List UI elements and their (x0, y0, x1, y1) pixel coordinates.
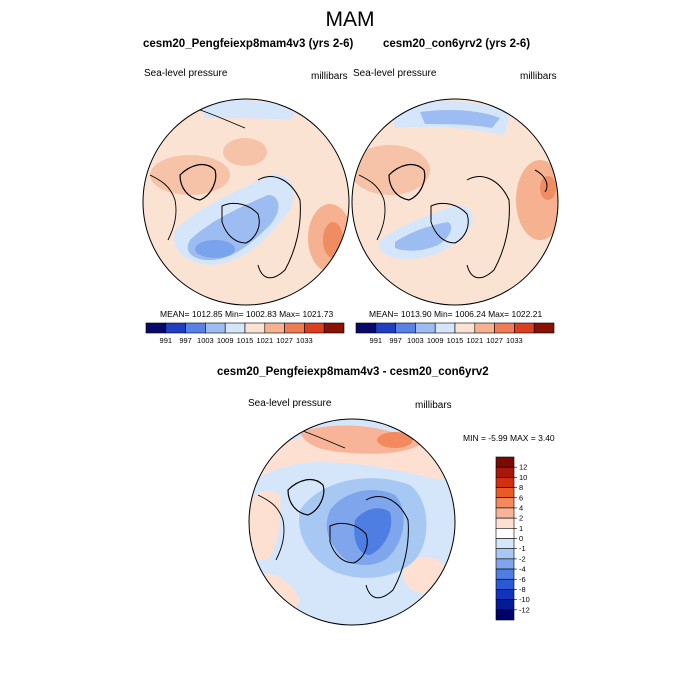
panel-2-colorbar-label: 997 (389, 336, 402, 345)
diff-coast-arctic (329, 522, 368, 564)
diff-colorbar-box (495, 609, 515, 621)
panel-2-colorbar-label: 1003 (407, 336, 424, 345)
diff-colorbar-label: -12 (519, 605, 530, 614)
panel-2-coast-greenland (388, 163, 426, 201)
panel-2-coast-america (358, 174, 386, 241)
diff-colorbar-label: -8 (519, 585, 526, 594)
panel-1-title: cesm20_Pengfeiexp8mam4v3 (yrs 2-6) (143, 38, 354, 50)
diff-colorbar-box (495, 599, 515, 611)
panel-1-colorbar-label: 1027 (276, 336, 293, 345)
panel-2-title: cesm20_con6yrv2 (yrs 2-6) (383, 38, 531, 50)
diff-colorbar-label: 12 (519, 463, 527, 472)
diff-minmax: MIN = -5.99 MAX = 3.40 (463, 433, 555, 443)
diff-colorbar-box (495, 538, 515, 549)
panel-2-low-north-core (420, 110, 500, 128)
diff-coast-greenland (287, 478, 325, 516)
panel-1-colorbar-label: 1003 (197, 336, 214, 345)
panel-2-colorbar-label: 1033 (506, 336, 523, 345)
panel-1-map-border (142, 98, 350, 306)
diff-coast-america (257, 494, 285, 561)
diff-colorbar-box (495, 487, 515, 499)
panel-1-stats: MEAN= 1012.85 Min= 1002.83 Max= 1021.73 (160, 309, 334, 319)
diff-colorbar-label: -10 (519, 595, 530, 604)
panel-1-coast-north (199, 109, 246, 129)
diff-colorbar-box (495, 466, 515, 478)
diff-colorbar-box (495, 548, 515, 560)
panel-2-high-west (352, 145, 430, 195)
diff-colorbar-box (495, 589, 515, 600)
diff-colorbar-box (495, 517, 515, 529)
panel-2-stats: MEAN= 1013.90 Min= 1006.24 Max= 1022.21 (369, 309, 543, 319)
panel-1-colorbar-label: 1021 (256, 336, 273, 345)
panel-1-variable: Sea-level pressure (144, 68, 228, 79)
panel-1-colorbar-label: 1015 (237, 336, 254, 345)
panel-1-high-north (223, 138, 267, 166)
diff-variable: Sea-level pressure (248, 398, 332, 409)
diff-colorbar-box (495, 528, 515, 539)
diff-colorbar-label: 0 (519, 534, 523, 543)
panel-2-units: millibars (520, 71, 557, 82)
panel-2-colorbar-label: 1015 (447, 336, 464, 345)
panel-2-coast-east (534, 169, 548, 193)
diff-colorbar-label: -4 (519, 565, 526, 574)
diff-colorbar-label: 8 (519, 483, 523, 492)
diff-map-border (248, 418, 456, 626)
panel-2-variable: Sea-level pressure (353, 68, 437, 79)
diff-colorbar-label: 6 (519, 493, 523, 502)
diff-colorbar-label: 10 (519, 473, 527, 482)
panel-1-colorbar-label: 997 (179, 336, 192, 345)
diff-colorbar-label: -6 (519, 575, 526, 584)
panel-1-low-core (195, 240, 235, 258)
panel-2-colorbar-box (533, 322, 555, 334)
diff-coast-eurasia (365, 496, 409, 599)
diff-colorbar-box (495, 578, 515, 590)
panel-1-high-west (150, 155, 230, 195)
panel-1-colorbar-label: 991 (160, 336, 173, 345)
panel-1-colorbar-box (323, 322, 345, 334)
panel-2-coast-eurasia (466, 176, 510, 279)
diff-colorbar-box (495, 477, 515, 488)
diff-colorbar-box (495, 456, 515, 468)
diff-colorbar-label: 4 (519, 503, 523, 512)
panel-1-low-north (200, 99, 300, 120)
diff-units: millibars (415, 400, 452, 411)
panel-2-colorbar-label: 991 (370, 336, 383, 345)
panel-1-coast-eurasia (257, 176, 301, 279)
panel-1-colorbar-label: 1033 (296, 336, 313, 345)
panel-1-colorbar-label: 1009 (217, 336, 234, 345)
panel-2-colorbar-label: 1027 (486, 336, 503, 345)
page-title: MAM (325, 8, 375, 31)
panel-1-coast-america (149, 174, 177, 241)
diff-title: cesm20_Pengfeiexp8mam4v3 - cesm20_con6yr… (217, 366, 489, 378)
diff-neg-core (354, 508, 392, 555)
panel-2-map-border (351, 98, 559, 306)
diff-colorbar-box (495, 558, 515, 570)
panel-1-coast-arctic (221, 202, 260, 244)
diff-colorbar-box (495, 568, 515, 580)
diff-colorbar-box (495, 497, 515, 509)
diff-colorbar-label: 2 (519, 514, 523, 523)
diff-colorbar-label: 1 (519, 524, 523, 533)
diff-colorbar-box (495, 507, 515, 519)
panel-2-colorbar-label: 1021 (466, 336, 483, 345)
panel-1-units: millibars (311, 71, 348, 82)
panel-2-low-mid (395, 222, 452, 251)
panel-1-coast-greenland (179, 163, 217, 201)
diff-pos-west (250, 490, 281, 560)
diff-colorbar-label: -2 (519, 554, 526, 563)
diff-pos-north-core (377, 432, 413, 448)
panel-2-coast-arctic (430, 202, 469, 244)
diff-colorbar-label: -1 (519, 544, 526, 553)
panel-2-colorbar-label: 1009 (427, 336, 444, 345)
panel-2-high-east-core (540, 176, 556, 200)
